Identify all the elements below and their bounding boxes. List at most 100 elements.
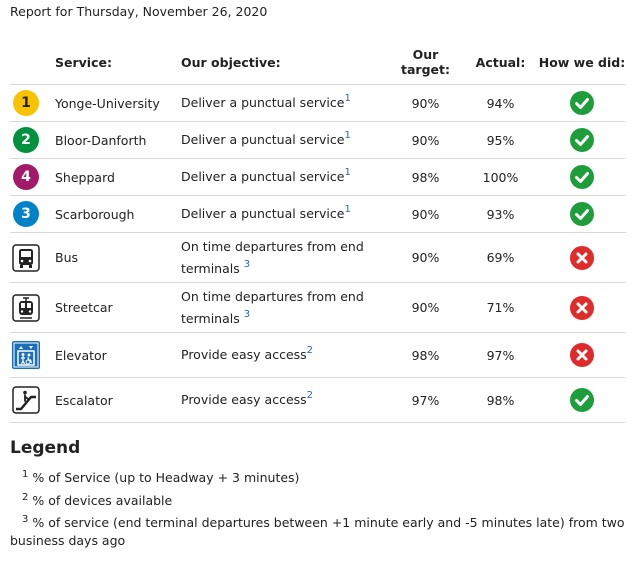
objective-cell: Deliver a punctual service1 bbox=[181, 195, 388, 233]
objective-line2: terminals bbox=[181, 310, 240, 326]
status-cell bbox=[538, 332, 626, 378]
objective-text: Deliver a punctual service bbox=[181, 169, 345, 184]
elevator-icon bbox=[12, 341, 40, 369]
service-name: Yonge-University bbox=[55, 84, 181, 122]
legend-number: 1 bbox=[22, 469, 29, 480]
objective-line1: On time departures from end bbox=[181, 238, 364, 254]
service-name: Streetcar bbox=[55, 282, 181, 333]
service-icon-cell bbox=[10, 332, 55, 378]
objective-text: Deliver a punctual service bbox=[181, 132, 345, 147]
service-icon-cell bbox=[10, 232, 55, 283]
line-badge-cell: 2 bbox=[10, 121, 55, 159]
target-value: 90% bbox=[388, 232, 463, 283]
legend-item-1: 1% of Service (up to Headway + 3 minutes… bbox=[22, 469, 299, 487]
legend-item-3: 3% of service (end terminal departures b… bbox=[22, 514, 625, 532]
service-name: Bloor-Danforth bbox=[55, 121, 181, 159]
legend-text: % of devices available bbox=[32, 493, 173, 508]
footnote-link[interactable]: 1 bbox=[344, 130, 351, 141]
line-badge-cell: 1 bbox=[10, 84, 55, 122]
footnote-link[interactable]: 1 bbox=[344, 93, 351, 104]
table-row: Elevator Provide easy access2 98% 97% bbox=[10, 332, 626, 378]
actual-value: 93% bbox=[463, 195, 538, 233]
line-1-badge: 1 bbox=[13, 90, 39, 116]
footnote-link[interactable]: 3 bbox=[243, 308, 251, 320]
actual-value: 69% bbox=[463, 232, 538, 283]
service-name: Sheppard bbox=[55, 158, 181, 196]
line-4-badge: 4 bbox=[13, 164, 39, 190]
check-icon bbox=[570, 388, 594, 412]
target-header-line1: Our bbox=[412, 47, 439, 62]
target-value: 90% bbox=[388, 121, 463, 159]
status-cell bbox=[538, 282, 626, 333]
table-header-row: Service: Our objective: Our target: Actua… bbox=[10, 40, 626, 85]
actual-value: 71% bbox=[463, 282, 538, 333]
escalator-icon bbox=[12, 386, 40, 414]
legend-text: % of Service (up to Headway + 3 minutes) bbox=[32, 470, 300, 485]
target-header-line2: target: bbox=[401, 62, 450, 77]
cross-icon bbox=[570, 343, 594, 367]
objective-line2: terminals bbox=[181, 260, 240, 276]
status-cell bbox=[538, 84, 626, 122]
line-badge-cell: 4 bbox=[10, 158, 55, 196]
service-name: Escalator bbox=[55, 377, 181, 423]
icon-col-header bbox=[10, 40, 55, 85]
objective-cell: On time departures from end terminals 3 bbox=[181, 282, 388, 333]
line-2-badge: 2 bbox=[13, 127, 39, 153]
objective-cell: On time departures from end terminals 3 bbox=[181, 232, 388, 283]
check-icon bbox=[570, 165, 594, 189]
actual-value: 100% bbox=[463, 158, 538, 196]
objective-text: Provide easy access bbox=[181, 347, 307, 362]
status-cell bbox=[538, 158, 626, 196]
target-value: 90% bbox=[388, 84, 463, 122]
table-row: 3 Scarborough Deliver a punctual service… bbox=[10, 195, 626, 233]
target-value: 98% bbox=[388, 158, 463, 196]
cross-icon bbox=[570, 245, 594, 270]
check-icon bbox=[570, 128, 594, 152]
legend-item-2: 2% of devices available bbox=[22, 492, 172, 510]
target-value: 90% bbox=[388, 195, 463, 233]
actual-value: 95% bbox=[463, 121, 538, 159]
table-row: 1 Yonge-University Deliver a punctual se… bbox=[10, 84, 626, 122]
footnote-link[interactable]: 1 bbox=[344, 167, 351, 178]
how-col-header: How we did: bbox=[538, 54, 626, 70]
status-cell bbox=[538, 121, 626, 159]
streetcar-icon bbox=[12, 293, 40, 322]
report-date: Report for Thursday, November 26, 2020 bbox=[10, 4, 268, 19]
service-icon-cell bbox=[10, 282, 55, 333]
check-icon bbox=[570, 202, 594, 226]
status-cell bbox=[538, 195, 626, 233]
performance-table: Service: Our objective: Our target: Actua… bbox=[10, 40, 626, 423]
service-col-header: Service: bbox=[55, 54, 112, 70]
objective-text: Provide easy access bbox=[181, 392, 307, 407]
footnote-link[interactable]: 1 bbox=[344, 204, 351, 215]
legend-number: 2 bbox=[22, 492, 29, 503]
objective-cell: Provide easy access2 bbox=[181, 377, 388, 423]
table-row: 4 Sheppard Deliver a punctual service1 9… bbox=[10, 158, 626, 196]
service-name: Elevator bbox=[55, 332, 181, 378]
target-value: 90% bbox=[388, 282, 463, 333]
actual-value: 94% bbox=[463, 84, 538, 122]
service-name: Bus bbox=[55, 232, 181, 283]
objective-text: Deliver a punctual service bbox=[181, 206, 345, 221]
table-row: Bus On time departures from end terminals… bbox=[10, 232, 626, 283]
objective-text: Deliver a punctual service bbox=[181, 95, 345, 110]
check-icon bbox=[570, 91, 594, 115]
objective-cell: Deliver a punctual service1 bbox=[181, 84, 388, 122]
status-cell bbox=[538, 232, 626, 283]
footnote-link[interactable]: 2 bbox=[306, 345, 314, 356]
service-name: Scarborough bbox=[55, 195, 181, 233]
cross-icon bbox=[570, 295, 594, 320]
table-row: 2 Bloor-Danforth Deliver a punctual serv… bbox=[10, 121, 626, 159]
actual-value: 98% bbox=[463, 377, 538, 423]
target-value: 97% bbox=[388, 377, 463, 423]
target-col-header: Our target: bbox=[388, 40, 463, 85]
legend-number: 3 bbox=[22, 514, 29, 525]
objective-cell: Provide easy access2 bbox=[181, 332, 388, 378]
footnote-link[interactable]: 2 bbox=[306, 390, 314, 401]
footnote-link[interactable]: 3 bbox=[243, 258, 251, 270]
table-row: Streetcar On time departures from end ter… bbox=[10, 282, 626, 333]
line-badge-cell: 3 bbox=[10, 195, 55, 233]
objective-line1: On time departures from end bbox=[181, 288, 364, 304]
target-value: 98% bbox=[388, 332, 463, 378]
legend-text-line1: % of service (end terminal departures be… bbox=[32, 515, 625, 530]
